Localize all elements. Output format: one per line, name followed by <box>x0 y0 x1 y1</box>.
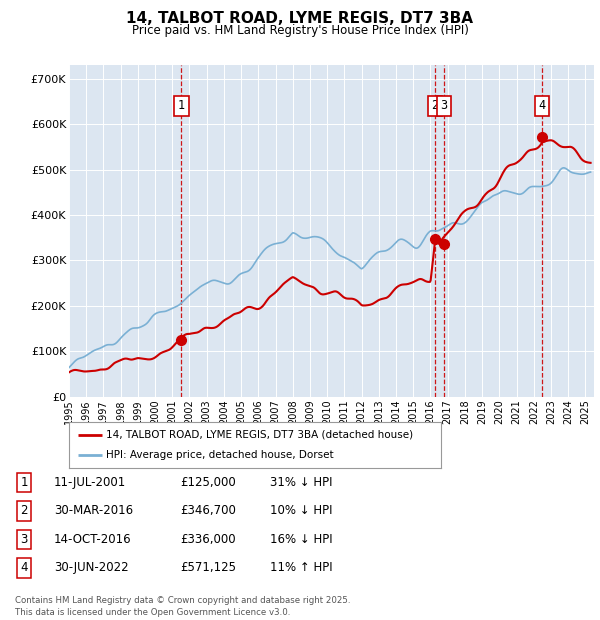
Text: 30-JUN-2022: 30-JUN-2022 <box>54 562 128 574</box>
Text: 2: 2 <box>431 99 439 112</box>
Text: 3: 3 <box>440 99 448 112</box>
Text: 10% ↓ HPI: 10% ↓ HPI <box>270 505 332 517</box>
Text: 31% ↓ HPI: 31% ↓ HPI <box>270 476 332 489</box>
Text: 2: 2 <box>20 505 28 517</box>
Text: 3: 3 <box>20 533 28 546</box>
Text: 11% ↑ HPI: 11% ↑ HPI <box>270 562 332 574</box>
Text: £571,125: £571,125 <box>180 562 236 574</box>
Text: 4: 4 <box>539 99 546 112</box>
Text: 14, TALBOT ROAD, LYME REGIS, DT7 3BA: 14, TALBOT ROAD, LYME REGIS, DT7 3BA <box>127 11 473 26</box>
Text: 16% ↓ HPI: 16% ↓ HPI <box>270 533 332 546</box>
Text: 1: 1 <box>178 99 185 112</box>
Text: 14-OCT-2016: 14-OCT-2016 <box>54 533 131 546</box>
Text: 11-JUL-2001: 11-JUL-2001 <box>54 476 126 489</box>
Text: £125,000: £125,000 <box>180 476 236 489</box>
Text: 1: 1 <box>20 476 28 489</box>
Text: 14, TALBOT ROAD, LYME REGIS, DT7 3BA (detached house): 14, TALBOT ROAD, LYME REGIS, DT7 3BA (de… <box>106 430 413 440</box>
Text: 4: 4 <box>20 562 28 574</box>
Text: Contains HM Land Registry data © Crown copyright and database right 2025.
This d: Contains HM Land Registry data © Crown c… <box>15 596 350 617</box>
Text: £336,000: £336,000 <box>180 533 236 546</box>
Text: 30-MAR-2016: 30-MAR-2016 <box>54 505 133 517</box>
Text: £346,700: £346,700 <box>180 505 236 517</box>
Text: Price paid vs. HM Land Registry's House Price Index (HPI): Price paid vs. HM Land Registry's House … <box>131 24 469 37</box>
Text: HPI: Average price, detached house, Dorset: HPI: Average price, detached house, Dors… <box>106 450 334 460</box>
